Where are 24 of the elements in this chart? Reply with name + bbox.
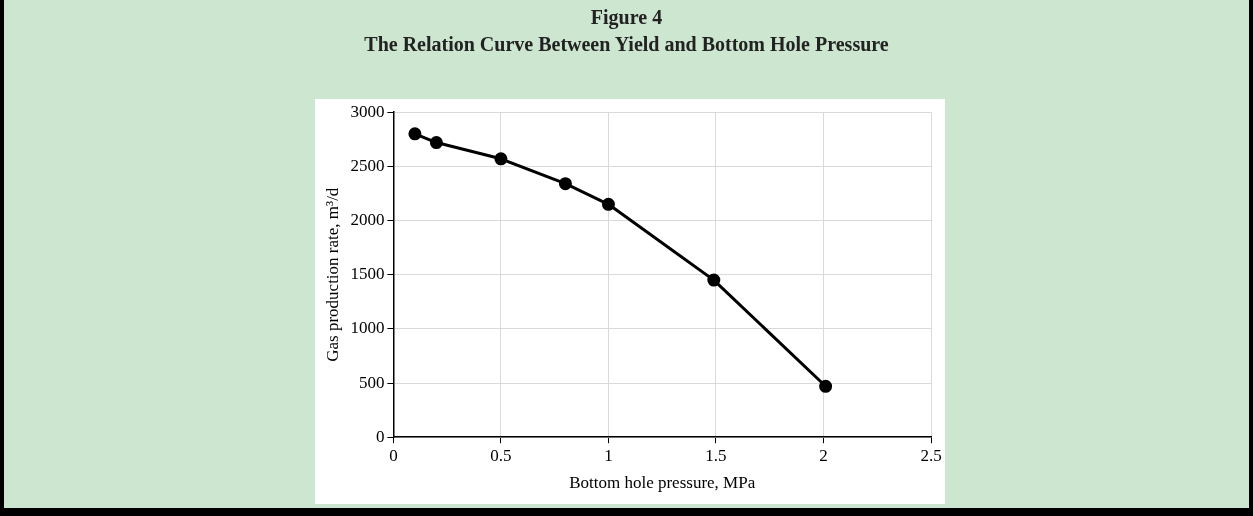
y-tick-label: 2000 (350, 210, 385, 229)
x-tick-label: 0.5 (490, 445, 512, 465)
point (494, 152, 508, 166)
x-tick-label: 2.5 (920, 445, 942, 465)
y-tick-label: 500 (358, 372, 385, 392)
point (601, 197, 615, 211)
point (408, 127, 422, 141)
y-tick-label: 1000 (350, 318, 385, 338)
point (819, 379, 833, 393)
y-tick-label: 2500 (350, 155, 385, 175)
y-tick-label: 0 (375, 426, 385, 446)
chart-subtitle: The Relation Curve Between Yield and Bottom Hole Pressure (363, 32, 890, 57)
x-tick-label: 0 (389, 445, 398, 465)
y-tick-label: 1500 (350, 264, 385, 284)
point (707, 273, 721, 287)
x-axis-title: Bottom hole pressure, MPa (569, 473, 756, 493)
y-axis-title: Gas production rate, m³/d (322, 187, 342, 362)
point (558, 177, 572, 191)
x-tick-label: 1 (604, 445, 613, 465)
point (429, 136, 443, 150)
chart-title: Figure 4 (589, 5, 664, 31)
x-tick-label: 1.5 (705, 445, 727, 465)
x-tick-label: 2 (819, 445, 828, 465)
y-tick-label: 3000 (350, 101, 385, 121)
